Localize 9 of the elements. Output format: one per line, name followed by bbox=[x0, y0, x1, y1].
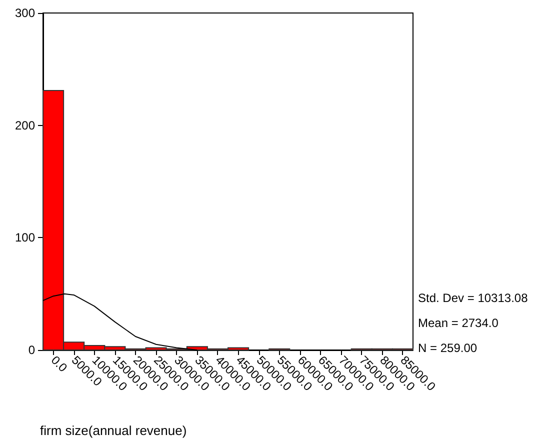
y-tick-label: 300 bbox=[14, 6, 36, 20]
y-tick-label: 0 bbox=[28, 343, 36, 357]
x-tick-label: 0.0 bbox=[48, 353, 70, 375]
y-tick-label: 200 bbox=[14, 118, 36, 132]
y-tick-label: 100 bbox=[14, 230, 36, 245]
x-axis-title: firm size(annual revenue) bbox=[40, 423, 187, 438]
text: N = 259.00 bbox=[418, 341, 478, 355]
text: Std. Dev = 10313.08 bbox=[418, 291, 528, 305]
text: Mean = 2734.0 bbox=[418, 316, 499, 330]
